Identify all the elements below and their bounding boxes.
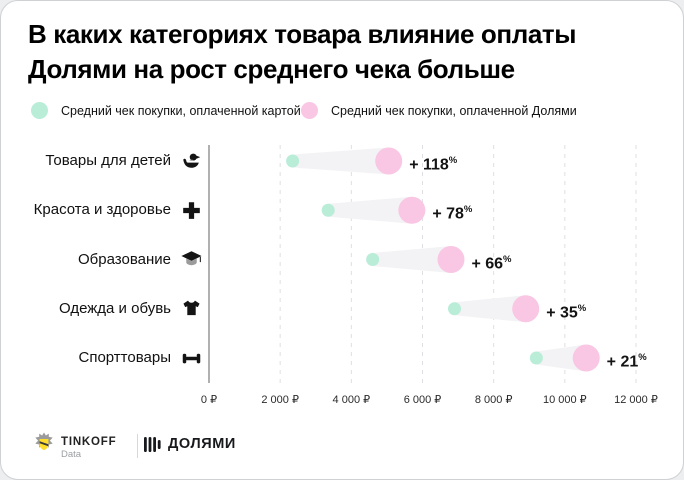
connector-band [448, 295, 540, 323]
growth-label: + 66% [471, 253, 512, 272]
x-tick-label: 0 ₽ [200, 394, 218, 406]
category-label: Одежда и обувь [59, 299, 171, 317]
category-label: Товары для детей [45, 152, 171, 169]
x-tick-label: 12 000 ₽ [614, 394, 658, 406]
page-title-line-2: Долями на рост среднего чека больше [28, 54, 515, 84]
legend-dot-dolyami-icon [301, 102, 318, 119]
growth-label: + 21% [606, 352, 647, 371]
card-value-dot [366, 253, 380, 266]
dolyami-value-dot [375, 147, 403, 175]
rubber-duck-icon [181, 151, 202, 172]
tshirt-icon [181, 298, 202, 319]
x-tick-label: 2 000 ₽ [261, 394, 299, 406]
legend-label-card: Средний чек покупки, оплаченной картой [61, 103, 301, 118]
dolyami-value-dot [398, 196, 426, 224]
connector-band [286, 147, 403, 175]
card-value-dot [286, 154, 300, 168]
graduation-cap-icon [181, 249, 202, 270]
dolyami-logo-text: ДОЛЯМИ [168, 436, 236, 452]
legend-dot-card-icon [31, 102, 48, 119]
connector-band [366, 246, 465, 273]
growth-label: + 78% [432, 204, 473, 223]
growth-label: + 118% [409, 155, 458, 174]
x-tick-label: 6 000 ₽ [403, 394, 442, 406]
percent-symbol: % [577, 302, 587, 314]
category-label: Красота и здоровье [33, 201, 171, 219]
card-value-dot [529, 351, 543, 365]
growth-label: + 35% [546, 302, 587, 322]
connector-band [529, 344, 600, 372]
card-value-dot [321, 203, 335, 217]
tinkoff-logo-text: TINKOFF [61, 436, 117, 448]
footer-divider [137, 434, 138, 458]
dolyami-value-dot [512, 295, 540, 323]
tinkoff-crest-icon [31, 431, 57, 462]
tinkoff-logo-subtext: Data [61, 449, 82, 460]
card-value-dot [448, 302, 462, 316]
dolyami-value-dot [572, 344, 600, 372]
x-tick-label: 8 000 ₽ [474, 394, 513, 406]
percent-symbol: % [503, 253, 512, 265]
legend-item-dolyami: Средний чек покупки, оплаченной Долями [301, 102, 577, 119]
page-title-line-1: В каких категориях товара влияние оплаты [28, 19, 577, 49]
percent-symbol: % [638, 352, 647, 363]
dolyami-value-dot [437, 246, 465, 273]
legend-label-dolyami: Средний чек покупки, оплаченной Долями [331, 103, 577, 118]
medical-cross-icon [181, 200, 202, 221]
percent-symbol: % [463, 204, 473, 216]
x-tick-label: 4 000 ₽ [332, 394, 371, 406]
x-tick-label: 10 000 ₽ [542, 394, 587, 406]
dolyami-bars-icon [144, 437, 162, 457]
percent-symbol: % [448, 155, 458, 166]
dumbbell-icon [181, 348, 202, 369]
category-label: Образование [78, 250, 171, 268]
category-label: Спорттовары [78, 349, 172, 366]
legend-item-card: Средний чек покупки, оплаченной картой [31, 102, 301, 119]
connector-band [321, 196, 426, 224]
